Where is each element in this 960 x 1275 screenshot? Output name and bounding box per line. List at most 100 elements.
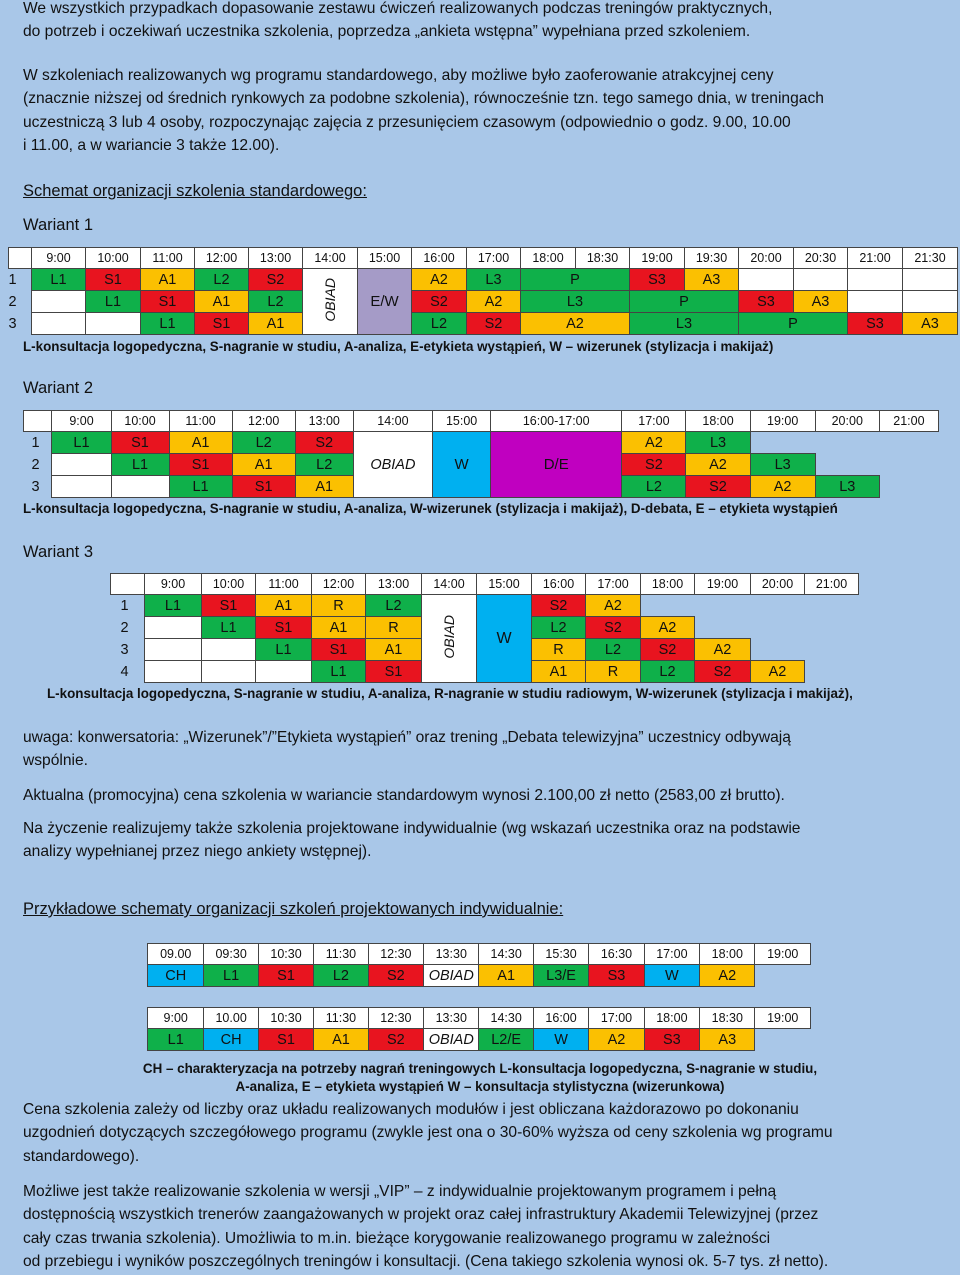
schedule-cell: L2 <box>294 453 354 476</box>
time-cell: 14:30 <box>478 943 534 965</box>
schedule-cell: S1 <box>85 268 141 291</box>
empty-cell <box>641 595 695 617</box>
empty-cell <box>815 454 879 476</box>
time-cell: 16:00-17:00 <box>490 410 623 432</box>
schedule-cell: S1 <box>110 431 170 454</box>
lunch-cell: OBIAD <box>423 964 480 987</box>
row-number: 2 <box>31 456 40 473</box>
schedule-cell: S2 <box>466 312 521 335</box>
time-cell: 17:00 <box>588 1007 645 1029</box>
schedule-cell: S3 <box>847 312 903 335</box>
variant-2-heading: Wariant 2 <box>23 379 93 397</box>
schedule-cell: L3 <box>685 431 751 454</box>
empty-cell <box>31 290 86 313</box>
schedule-cell: L1 <box>255 638 312 661</box>
schedule-cell: A2 <box>588 1028 645 1051</box>
variant-1-table: 9:00 10:00 11:00 12:00 13:00 14:00 15:00… <box>8 247 958 335</box>
time-cell: 10:30 <box>257 1007 315 1029</box>
text-line: od przebiegu i wyników poszczególnych tr… <box>23 1252 829 1270</box>
schedule-cell: CH <box>146 964 205 987</box>
empty-cell <box>738 268 794 291</box>
empty-cell <box>879 476 938 498</box>
time-cell: 17:00 <box>621 410 687 432</box>
time-cell: 16:00 <box>411 247 467 269</box>
text-line: Cena szkolenia zależy od liczby oraz ukł… <box>23 1101 799 1118</box>
schedule-cell: L2 <box>411 312 467 335</box>
schedule-cell: A3 <box>699 1028 756 1051</box>
schedule-cell: A1 <box>531 660 586 683</box>
schedule-cell: L2 <box>640 660 695 683</box>
schedule-cell: A3 <box>793 290 848 313</box>
schedule-cell: L2/E <box>478 1028 534 1051</box>
schedule-cell: R <box>585 660 641 683</box>
individual-schedule-1-table: 09.00 09:30 10:30 11:30 12:30 13:30 14:3… <box>146 943 811 987</box>
time-cell: 18:30 <box>699 1007 756 1029</box>
schedule-cell: A2 <box>694 638 751 661</box>
time-cell: 18:00 <box>685 410 751 432</box>
schedule-cell: S3 <box>629 268 685 291</box>
participant-row: 4 L1 S1 A1 R L2 S2 A2 <box>111 660 859 683</box>
variant-2-legend: L-konsultacja logopedyczna, S-nagranie w… <box>23 501 838 516</box>
corner-cell <box>22 410 53 432</box>
time-cell: 11:00 <box>168 410 233 432</box>
legend-line: A-analiza, E – etykieta wystąpień W – ko… <box>235 1079 725 1094</box>
schedule-cell: S2 <box>694 660 751 683</box>
empty-cell <box>755 1029 811 1051</box>
time-cell: 16:00 <box>531 573 586 595</box>
schedule-cell: L2 <box>231 431 296 454</box>
row-number: 1 <box>31 434 40 451</box>
time-cell: 10:00 <box>85 247 141 269</box>
empty-cell <box>793 268 848 291</box>
time-cell: 12:30 <box>367 1007 425 1029</box>
time-header-row: 9:00 10:00 11:00 12:00 13:00 14:00 15:00… <box>22 410 940 432</box>
time-cell: 09:30 <box>203 943 259 965</box>
time-cell: 16:30 <box>588 943 645 965</box>
standard-schedule-heading: Schemat organizacji szkolenia standardow… <box>23 182 367 200</box>
time-cell: 19:30 <box>684 247 739 269</box>
schedule-cell: A1 <box>140 268 195 291</box>
participant-row: 1 L1 S1 A1 L2 S2 OBIAD E/W A2 L3 P S3 A3 <box>9 268 958 335</box>
text-line: Aktualna (promocyjna) cena szkolenia w w… <box>23 787 785 804</box>
time-cell: 15:30 <box>532 943 590 965</box>
lunch-cell: OBIAD <box>421 594 477 683</box>
pricing-paragraph: Cena szkolenia zależy od liczby oraz ukł… <box>23 1098 937 1168</box>
lunch-cell: OBIAD <box>423 1028 480 1051</box>
empty-cell <box>902 268 958 291</box>
schedule-cell: L1 <box>110 453 170 476</box>
schedule-cell: A1 <box>231 453 296 476</box>
time-cell: 10:30 <box>257 943 315 965</box>
schedule-cell: A2 <box>749 475 816 498</box>
schedule-cell: L2 <box>248 290 303 313</box>
time-cell: 12:00 <box>194 247 249 269</box>
schedule-cell: P <box>520 268 630 291</box>
schedule-cell: CH <box>203 1028 259 1051</box>
schedule-cell: A1 <box>311 616 366 639</box>
time-cell: 16:00 <box>532 1007 590 1029</box>
time-cell: 14:00 <box>302 247 358 269</box>
schedule-cell: S2 <box>294 431 354 454</box>
schedule-cell: A1 <box>194 290 249 313</box>
time-cell: 17:00 <box>643 943 701 965</box>
schedule-cell: L1 <box>146 1028 205 1051</box>
price-paragraph: Aktualna (promocyjna) cena szkolenia w w… <box>23 784 937 807</box>
individual-schedule-2-table: 9:00 10.00 10:30 11:30 12:30 13:30 14:30… <box>146 1007 811 1051</box>
schedule-cell: L3 <box>466 268 521 291</box>
text-line: W szkoleniach realizowanych wg programu … <box>23 67 774 84</box>
debate-cell: D/E <box>490 431 623 498</box>
custom-training-paragraph: Na życzenie realizujemy także szkolenia … <box>23 817 937 864</box>
schedule-cell: L3/E <box>532 964 590 987</box>
schedule-cell: R <box>365 616 422 639</box>
participant-row: 3 L1 S1 A1 L2 S2 A2 L3 P S3 A3 <box>9 312 958 335</box>
empty-cell <box>85 312 141 335</box>
time-cell: 11:30 <box>313 1007 369 1029</box>
empty-cell <box>879 432 938 454</box>
corner-cell <box>110 573 145 595</box>
schedule-cell: L3 <box>629 312 739 335</box>
schedule-cell: A3 <box>684 268 739 291</box>
lunch-label: OBIAD <box>441 614 457 659</box>
row-number: 3 <box>31 478 40 495</box>
schedule-cell: W <box>532 1028 590 1051</box>
time-cell: 11:00 <box>140 247 195 269</box>
empty-cell <box>879 454 938 476</box>
time-cell: 10:00 <box>110 410 170 432</box>
